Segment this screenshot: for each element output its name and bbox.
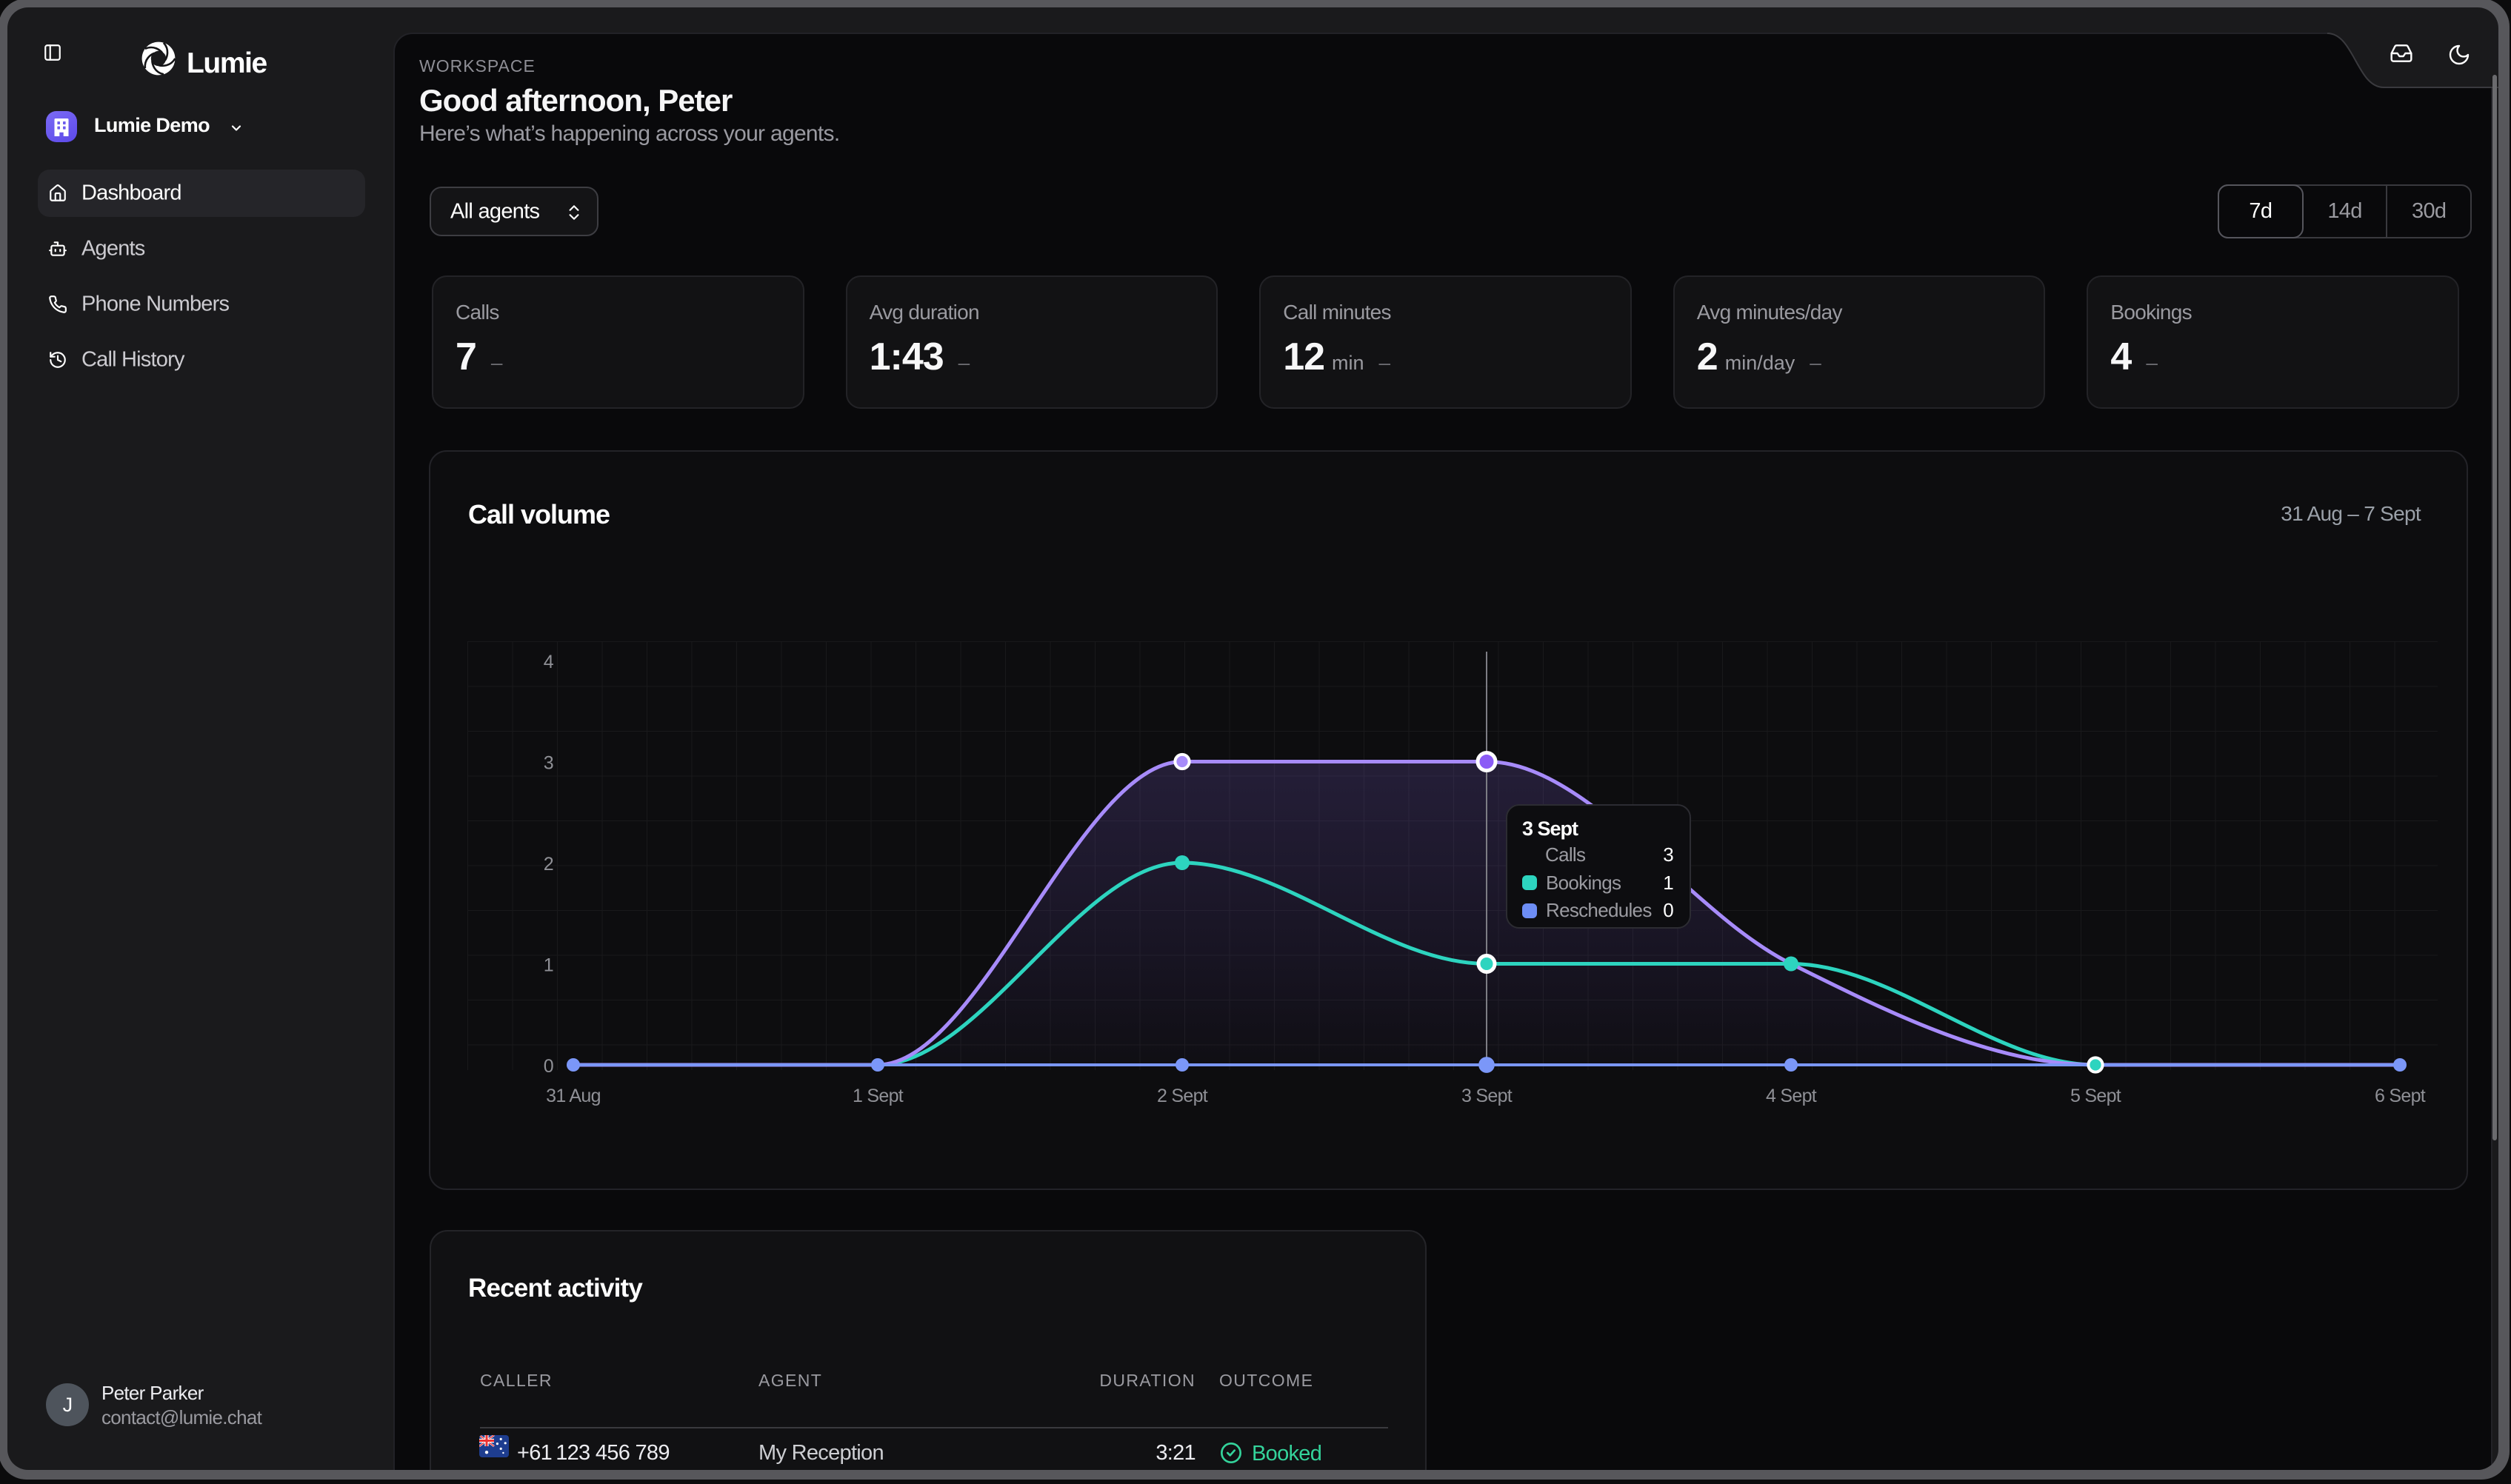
svg-text:1: 1 bbox=[544, 955, 553, 976]
svg-text:3: 3 bbox=[544, 753, 553, 774]
svg-text:6 Sept: 6 Sept bbox=[2375, 1086, 2426, 1106]
svg-text:1 Sept: 1 Sept bbox=[853, 1086, 904, 1106]
svg-text:2: 2 bbox=[544, 854, 553, 875]
svg-text:31 Aug: 31 Aug bbox=[546, 1086, 601, 1106]
svg-text:4 Sept: 4 Sept bbox=[1766, 1086, 1817, 1106]
svg-text:4: 4 bbox=[544, 652, 554, 672]
svg-text:5 Sept: 5 Sept bbox=[2070, 1086, 2121, 1106]
svg-text:3 Sept: 3 Sept bbox=[1461, 1086, 1513, 1106]
svg-text:0: 0 bbox=[544, 1056, 553, 1077]
svg-text:2 Sept: 2 Sept bbox=[1157, 1086, 1208, 1106]
